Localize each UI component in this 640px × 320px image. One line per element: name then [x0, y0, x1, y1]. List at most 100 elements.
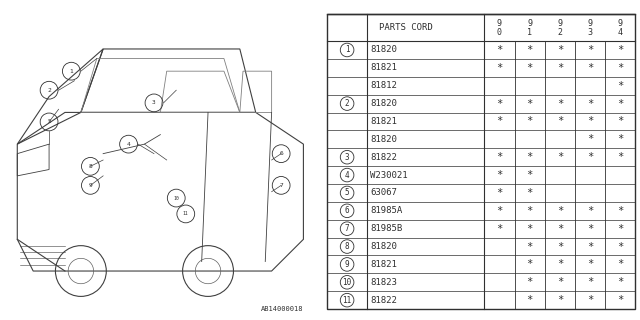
Text: 81820: 81820 — [370, 45, 397, 54]
Text: *: * — [617, 277, 623, 287]
Text: 1: 1 — [345, 45, 349, 54]
Text: *: * — [587, 134, 593, 144]
Text: 9
0: 9 0 — [497, 19, 502, 36]
Text: *: * — [617, 260, 623, 269]
Text: *: * — [587, 242, 593, 252]
Text: W230021: W230021 — [370, 171, 408, 180]
Text: AB14000018: AB14000018 — [261, 306, 303, 312]
Text: *: * — [557, 277, 563, 287]
Text: 81985A: 81985A — [370, 206, 403, 215]
Text: *: * — [587, 63, 593, 73]
Text: *: * — [617, 45, 623, 55]
Text: *: * — [527, 206, 532, 216]
Text: 5: 5 — [47, 119, 51, 124]
Text: 9
2: 9 2 — [557, 19, 563, 36]
Text: 3: 3 — [345, 153, 349, 162]
Text: *: * — [527, 188, 532, 198]
Text: *: * — [527, 116, 532, 126]
Text: *: * — [557, 99, 563, 108]
Text: 8: 8 — [345, 242, 349, 251]
Text: *: * — [587, 224, 593, 234]
Text: 6: 6 — [279, 151, 283, 156]
Text: *: * — [527, 63, 532, 73]
Text: 9
1: 9 1 — [527, 19, 532, 36]
Text: 5: 5 — [345, 188, 349, 197]
Text: PARTS CORD: PARTS CORD — [379, 23, 433, 32]
Text: *: * — [496, 152, 502, 162]
Text: *: * — [587, 116, 593, 126]
Text: *: * — [557, 260, 563, 269]
Text: *: * — [557, 224, 563, 234]
Text: *: * — [557, 295, 563, 305]
Text: *: * — [617, 134, 623, 144]
Text: 8: 8 — [88, 164, 92, 169]
Text: 81985B: 81985B — [370, 224, 403, 233]
Text: *: * — [617, 295, 623, 305]
Text: *: * — [617, 63, 623, 73]
Text: *: * — [617, 224, 623, 234]
Text: 11: 11 — [342, 296, 352, 305]
Text: 7: 7 — [345, 224, 349, 233]
Text: *: * — [527, 277, 532, 287]
Text: 4: 4 — [345, 171, 349, 180]
Text: 11: 11 — [183, 212, 189, 216]
Text: *: * — [587, 152, 593, 162]
Text: *: * — [587, 206, 593, 216]
Text: *: * — [527, 170, 532, 180]
Text: *: * — [496, 45, 502, 55]
Text: *: * — [587, 45, 593, 55]
Text: *: * — [496, 63, 502, 73]
Text: *: * — [587, 295, 593, 305]
Text: *: * — [527, 260, 532, 269]
Text: *: * — [587, 260, 593, 269]
Text: *: * — [496, 188, 502, 198]
Text: 81820: 81820 — [370, 135, 397, 144]
Text: *: * — [496, 99, 502, 108]
Text: *: * — [617, 81, 623, 91]
Text: *: * — [617, 242, 623, 252]
Text: 9
3: 9 3 — [588, 19, 593, 36]
Text: 81821: 81821 — [370, 117, 397, 126]
Text: 3: 3 — [152, 100, 156, 105]
Text: 9
4: 9 4 — [618, 19, 623, 36]
Text: 10: 10 — [342, 278, 352, 287]
Text: 81822: 81822 — [370, 296, 397, 305]
Text: *: * — [527, 99, 532, 108]
Text: *: * — [527, 152, 532, 162]
Text: *: * — [496, 206, 502, 216]
Text: *: * — [617, 116, 623, 126]
Text: *: * — [617, 206, 623, 216]
Text: 81820: 81820 — [370, 99, 397, 108]
Text: *: * — [496, 116, 502, 126]
Text: 1: 1 — [70, 69, 73, 74]
Text: 7: 7 — [279, 183, 283, 188]
Text: 9: 9 — [345, 260, 349, 269]
Text: *: * — [527, 224, 532, 234]
Text: 63067: 63067 — [370, 188, 397, 197]
Text: 81821: 81821 — [370, 63, 397, 72]
Text: 4: 4 — [127, 142, 131, 147]
Text: *: * — [527, 242, 532, 252]
Text: 81820: 81820 — [370, 242, 397, 251]
Text: 81823: 81823 — [370, 278, 397, 287]
Text: 81822: 81822 — [370, 153, 397, 162]
Text: 10: 10 — [173, 196, 179, 201]
Text: 81812: 81812 — [370, 81, 397, 90]
Text: 9: 9 — [88, 183, 92, 188]
Text: 81821: 81821 — [370, 260, 397, 269]
Text: 6: 6 — [345, 206, 349, 215]
Text: *: * — [557, 242, 563, 252]
Text: *: * — [496, 170, 502, 180]
Text: *: * — [557, 63, 563, 73]
Text: *: * — [617, 152, 623, 162]
Text: *: * — [527, 45, 532, 55]
Text: *: * — [557, 206, 563, 216]
Text: *: * — [587, 99, 593, 108]
Text: 2: 2 — [47, 88, 51, 93]
Text: *: * — [587, 277, 593, 287]
Text: *: * — [527, 295, 532, 305]
Text: *: * — [557, 116, 563, 126]
Text: *: * — [617, 99, 623, 108]
Text: 2: 2 — [345, 99, 349, 108]
Text: *: * — [557, 45, 563, 55]
